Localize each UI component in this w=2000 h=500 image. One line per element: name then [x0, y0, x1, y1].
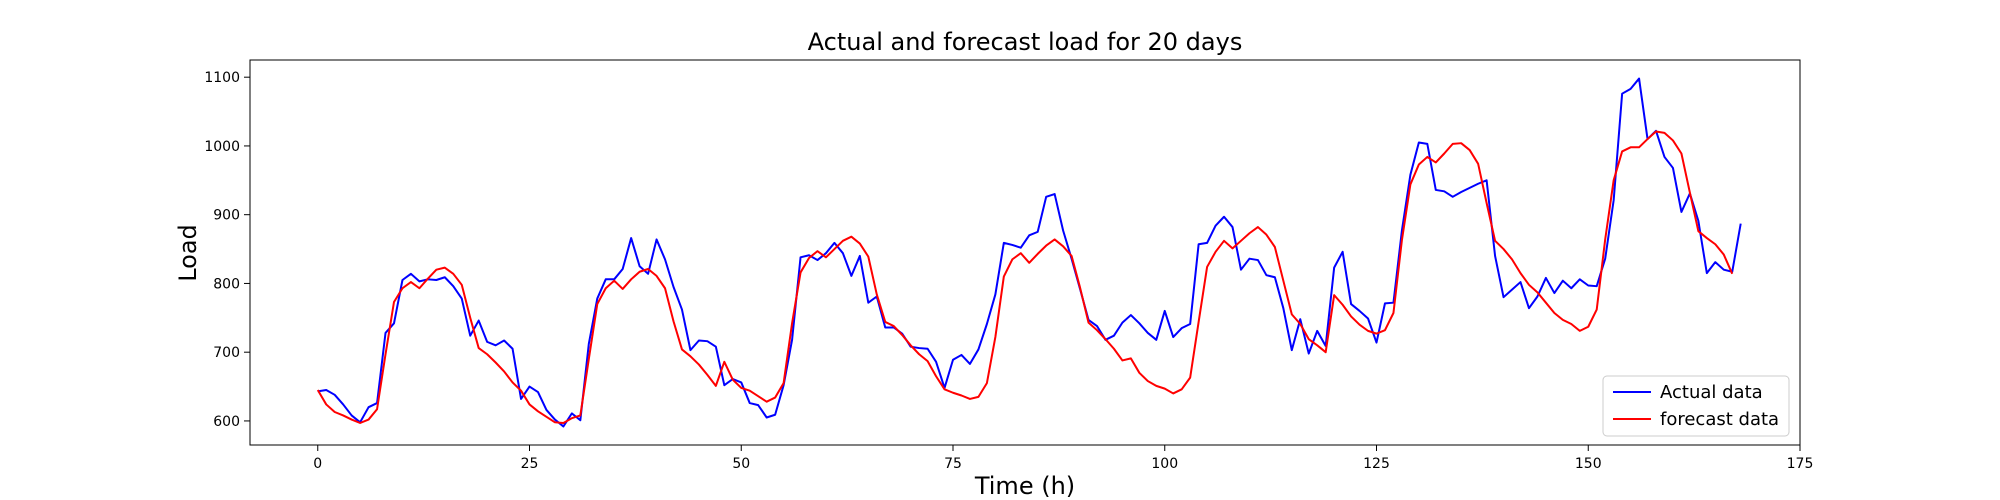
series-line-forecast [316, 130, 1734, 424]
legend-label-actual: Actual data [1660, 382, 1763, 403]
y-axis-label: Load [174, 224, 202, 282]
series-line-actual [317, 77, 1742, 428]
x-tick-label: 75 [944, 456, 962, 472]
x-axis: 0 25 50 75 100 125 150 175 [313, 445, 1813, 472]
y-tick-label: 600 [213, 414, 240, 430]
y-tick-label: 700 [213, 345, 240, 361]
plot-area-frame [249, 59, 1801, 446]
x-tick-label: 50 [732, 456, 750, 472]
x-tick-label: 150 [1575, 456, 1602, 472]
legend: Actual data forecast data [1602, 375, 1790, 437]
x-tick-label: 175 [1787, 456, 1814, 472]
x-tick-label: 125 [1363, 456, 1390, 472]
x-axis-label: Time (h) [974, 472, 1075, 500]
y-axis: 600 700 800 900 1000 1100 [204, 70, 250, 430]
y-tick-label: 1100 [204, 70, 240, 86]
chart-title: Actual and forecast load for 20 days [808, 28, 1243, 56]
y-tick-label: 800 [213, 276, 240, 292]
legend-label-forecast: forecast data [1660, 409, 1779, 430]
y-tick-label: 1000 [204, 139, 240, 155]
x-tick-label: 100 [1151, 456, 1178, 472]
x-tick-label: 25 [521, 456, 539, 472]
series-layer [316, 77, 1742, 428]
y-tick-label: 900 [213, 208, 240, 224]
x-tick-label: 0 [313, 456, 322, 472]
